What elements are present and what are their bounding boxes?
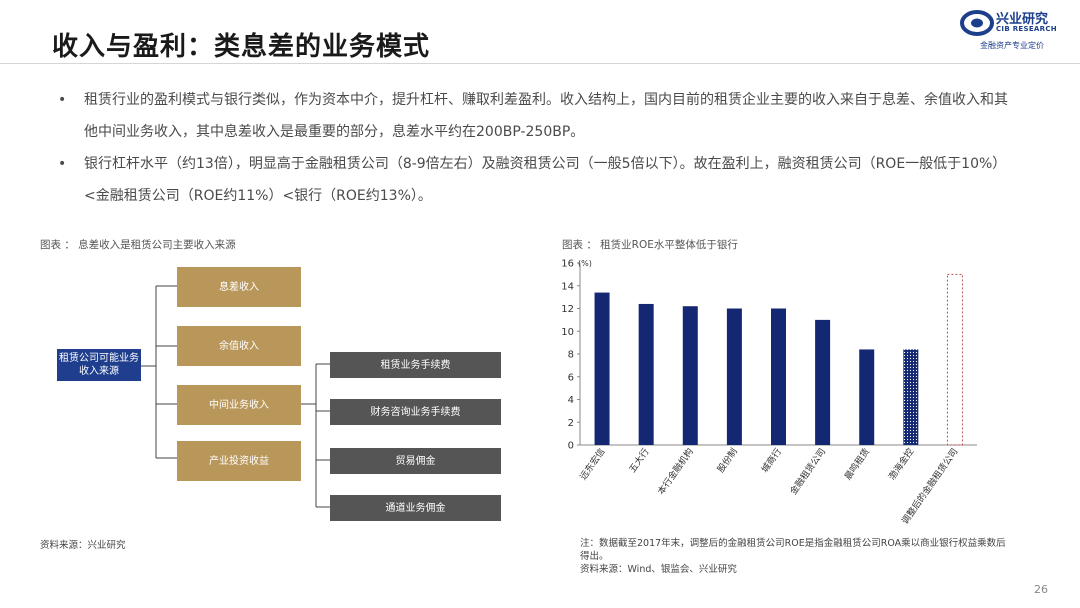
channel-commission-box: 通道业务佣金 bbox=[330, 495, 501, 521]
leasing-fee-box: 租赁业务手续费 bbox=[330, 352, 501, 378]
flow-caption: 图表 ： 息差收入是租赁公司主要收入来源 bbox=[40, 239, 236, 251]
residual-value-income-box: 余值收入 bbox=[177, 326, 301, 366]
x-tick-label: 远东宏信 bbox=[577, 446, 607, 482]
bar bbox=[594, 292, 610, 445]
x-tick-label: 城商行 bbox=[759, 446, 784, 475]
logo: 兴业研究 CIB RESEARCH 金融资产专业定价 bbox=[960, 6, 1070, 52]
chart-note-text: 注：数据截至2017年末，调整后的金融租赁公司ROE是指金融租赁公司ROA乘以商… bbox=[580, 538, 1006, 562]
flow-source: 资料来源：兴业研究 bbox=[40, 540, 126, 551]
bullet-text: 银行杠杆水平（约13倍），明显高于金融租赁公司（8-9倍左右）及融资租赁公司（一… bbox=[84, 156, 1007, 204]
logo-name-en: CIB RESEARCH bbox=[996, 25, 1057, 33]
x-tick-label: 金融租赁公司 bbox=[787, 446, 828, 497]
intermediary-income-box: 中间业务收入 bbox=[177, 385, 301, 425]
bar bbox=[859, 349, 875, 445]
bar bbox=[638, 303, 654, 445]
y-axis-unit: (%) bbox=[578, 259, 592, 268]
chart-caption: 图表 ： 租赁业ROE水平整体低于银行 bbox=[562, 239, 738, 251]
logo-slogan: 金融资产专业定价 bbox=[980, 41, 1044, 50]
y-tick-label: 8 bbox=[568, 350, 574, 361]
y-tick-label: 10 bbox=[561, 327, 574, 338]
page-number: 26 bbox=[1034, 583, 1048, 596]
x-tick-label: 渤海金控 bbox=[886, 446, 916, 482]
x-tick-label: 股份制 bbox=[715, 446, 740, 475]
income-source-root: 租赁公司可能业务收入来源 bbox=[57, 349, 141, 381]
income-flow-diagram: 租赁公司可能业务收入来源 息差收入 余值收入 中间业务收入 产业投资收益 租赁业… bbox=[40, 255, 520, 535]
chart-note: 注：数据截至2017年末，调整后的金融租赁公司ROE是指金融租赁公司ROA乘以商… bbox=[580, 537, 1010, 576]
bullet-list: • 租赁行业的盈利模式与银行类似，作为资本中介，提升杠杆、赚取利差盈利。收入结构… bbox=[58, 84, 1018, 212]
chart-source: 资料来源：Wind、银监会、兴业研究 bbox=[580, 564, 737, 575]
bullet-text: 租赁行业的盈利模式与银行类似，作为资本中介，提升杠杆、赚取利差盈利。收入结构上，… bbox=[84, 92, 1008, 140]
bullet-dot: • bbox=[58, 92, 67, 108]
bullet-item: • 银行杠杆水平（约13倍），明显高于金融租赁公司（8-9倍左右）及融资租赁公司… bbox=[58, 148, 1018, 212]
y-tick-label: 12 bbox=[561, 304, 574, 315]
x-tick-label: 五大行 bbox=[626, 446, 651, 475]
x-tick-label: 晨鸣租赁 bbox=[842, 446, 872, 482]
title-divider bbox=[0, 63, 1080, 64]
logo-icon bbox=[960, 10, 994, 36]
y-tick-label: 16 bbox=[561, 259, 574, 270]
bar bbox=[946, 273, 963, 446]
y-tick-label: 0 bbox=[568, 441, 574, 452]
advisory-fee-box: 财务咨询业务手续费 bbox=[330, 399, 501, 425]
x-tick-label: 本行金融机构 bbox=[655, 446, 696, 497]
bar bbox=[726, 308, 742, 445]
interest-spread-income-box: 息差收入 bbox=[177, 267, 301, 307]
roe-bar-chart: 0 2 4 6 8 10 12 14 16 (%) 远东宏信 五大行 本行金融机构 股份制 城商行 金融租赁公… bbox=[561, 259, 977, 526]
industry-investment-income-box: 产业投资收益 bbox=[177, 441, 301, 481]
bullet-item: • 租赁行业的盈利模式与银行类似，作为资本中介，提升杠杆、赚取利差盈利。收入结构… bbox=[58, 84, 1018, 148]
bar bbox=[682, 306, 698, 445]
trade-commission-box: 贸易佣金 bbox=[330, 448, 501, 474]
bullet-dot: • bbox=[58, 156, 67, 172]
y-tick-label: 6 bbox=[568, 372, 574, 383]
y-tick-label: 4 bbox=[568, 395, 574, 406]
bar bbox=[771, 308, 786, 445]
y-tick-label: 14 bbox=[561, 281, 574, 292]
bar bbox=[903, 349, 919, 445]
bar bbox=[815, 319, 831, 445]
y-tick-label: 2 bbox=[568, 418, 574, 429]
logo-name: 兴业研究 bbox=[996, 12, 1049, 27]
page-title: 收入与盈利：类息差的业务模式 bbox=[52, 32, 431, 62]
